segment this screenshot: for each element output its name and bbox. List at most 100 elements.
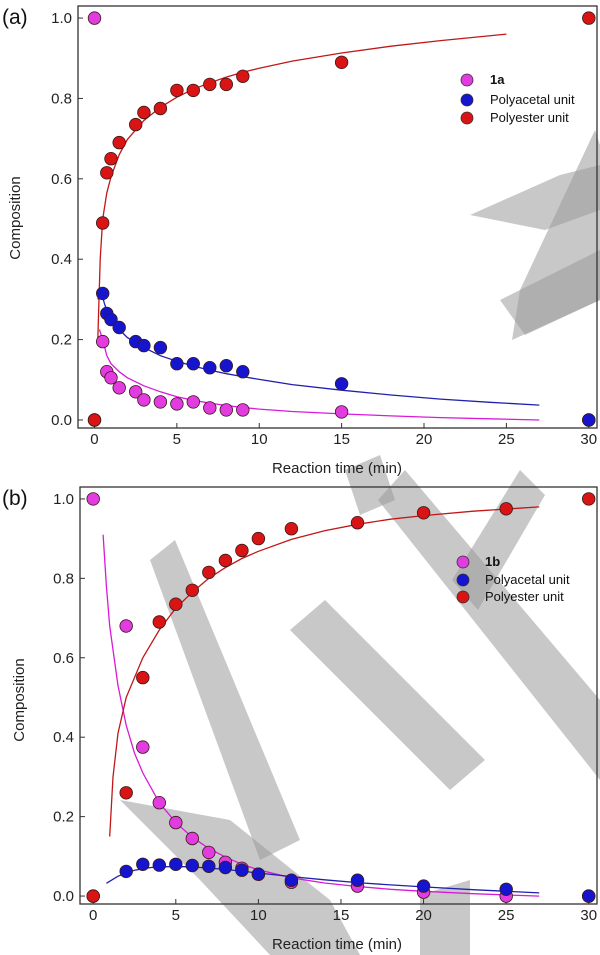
panel-a-data-points <box>87 11 596 427</box>
data-point-polyacetal-unit <box>104 312 118 327</box>
data-point-polyester-unit <box>499 502 513 516</box>
y-tick-label: 0.4 <box>51 251 72 268</box>
panel-b-label: (b) <box>2 487 28 510</box>
y-tick-label: 0.2 <box>51 332 72 349</box>
fit-curve-polyester-unit <box>109 506 540 837</box>
x-tick-label: 30 <box>580 431 597 448</box>
data-point-1a <box>104 371 118 385</box>
data-point-1a <box>219 403 234 417</box>
data-point-1a <box>203 401 217 415</box>
data-point-polyester-unit <box>137 105 151 120</box>
data-point-polyacetal-unit <box>112 320 126 335</box>
panel-a-fit-curves <box>97 33 540 421</box>
data-point-polyacetal-unit <box>185 858 200 873</box>
data-point-1b <box>152 796 167 810</box>
data-point-polyacetal-unit <box>137 338 151 353</box>
x-tick-label: 20 <box>415 907 432 924</box>
data-point-1a <box>236 403 250 417</box>
x-tick-label: 15 <box>333 907 350 924</box>
legend-marker-polyester <box>456 590 470 604</box>
data-point-polyester-unit <box>582 492 596 506</box>
panel-b-x-axis-label: Reaction time (min) <box>272 936 402 953</box>
y-tick-label: 0.8 <box>51 90 72 107</box>
legend-marker-1b <box>456 555 470 569</box>
data-point-polyester-unit <box>153 101 168 116</box>
data-point-polyester-unit <box>170 83 184 98</box>
data-point-polyester-unit <box>350 516 365 530</box>
legend-marker-polyester <box>460 111 474 125</box>
data-point-polyester-unit <box>152 615 167 629</box>
data-point-polyester-unit <box>185 583 200 598</box>
data-point-polyacetal-unit <box>582 889 596 903</box>
data-point-polyester-unit <box>218 553 233 568</box>
y-tick-label: 1.0 <box>53 491 74 508</box>
data-point-1b <box>185 831 200 846</box>
data-point-1a <box>95 334 110 349</box>
legend-label-1b: 1b <box>485 554 500 569</box>
legend-label-polyester: Polyester unit <box>490 110 569 125</box>
data-point-polyacetal-unit <box>152 858 167 872</box>
data-point-polyester-unit <box>202 565 216 580</box>
legend-marker-polyacetal <box>456 573 470 587</box>
data-point-polyester-unit <box>112 135 126 150</box>
data-point-1a <box>128 385 143 399</box>
legend-label-polyacetal: Polyacetal unit <box>490 92 575 107</box>
x-tick-label: 25 <box>498 431 515 448</box>
data-point-polyester-unit <box>219 77 234 92</box>
x-tick-label: 0 <box>90 431 98 448</box>
data-point-polyacetal-unit <box>251 867 266 881</box>
panel-a: (a) 0 5 10 15 20 25 30 0.0 0.2 0.4 0.6 0.8 1.0 React… <box>2 5 598 477</box>
watermark-logo <box>120 130 600 955</box>
y-tick-label: 1.0 <box>51 10 72 27</box>
data-point-1b <box>169 815 183 830</box>
data-point-polyacetal-unit <box>350 873 365 887</box>
fit-curve-1a <box>98 329 540 421</box>
data-point-polyacetal-unit <box>203 361 217 375</box>
data-point-polyester-unit <box>100 166 114 180</box>
data-point-polyester-unit <box>128 117 143 132</box>
data-point-1b <box>202 845 216 860</box>
data-point-polyacetal-unit <box>136 857 150 872</box>
x-tick-label: 5 <box>173 431 181 448</box>
data-point-polyester-unit <box>284 522 299 536</box>
data-point-polyester-unit <box>236 69 250 84</box>
y-tick-label: 0.6 <box>53 650 74 667</box>
data-point-polyester-unit <box>86 889 100 903</box>
data-point-polyester-unit <box>186 83 201 98</box>
data-point-1b <box>136 740 150 754</box>
x-tick-label: 30 <box>580 907 597 924</box>
x-tick-label: 15 <box>333 431 350 448</box>
x-tick-label: 25 <box>498 907 515 924</box>
data-point-polyacetal-unit <box>416 879 431 893</box>
data-point-polyester-unit <box>95 216 110 230</box>
data-point-polyacetal-unit <box>202 859 216 874</box>
data-point-polyester-unit <box>235 543 249 558</box>
y-tick-label: 0.6 <box>51 171 72 188</box>
data-point-polyacetal-unit <box>219 359 234 373</box>
data-point-polyacetal-unit <box>119 864 133 879</box>
data-point-polyacetal-unit <box>95 286 110 301</box>
data-point-polyacetal-unit <box>169 857 183 872</box>
y-tick-label: 0.8 <box>53 570 74 587</box>
legend-marker-1a <box>460 73 474 87</box>
panel-a-label: (a) <box>2 6 28 29</box>
data-point-polyester-unit <box>582 11 596 25</box>
data-point-polyacetal-unit <box>235 863 249 877</box>
panel-a-ticks: 0 5 10 15 20 25 30 0.0 0.2 0.4 0.6 0.8 1.0 <box>51 10 597 448</box>
legend-label-1a: 1a <box>490 72 505 87</box>
data-point-1a <box>87 11 102 25</box>
data-point-polyester-unit <box>203 77 217 92</box>
x-tick-label: 10 <box>251 431 268 448</box>
x-tick-label: 5 <box>172 907 180 924</box>
y-tick-label: 0.2 <box>53 809 74 826</box>
panel-a-legend: 1a Polyacetal unit Polyester unit <box>460 72 575 125</box>
panel-b-ticks: 0 5 10 15 20 25 30 0.0 0.2 0.4 0.6 0.8 1.0 <box>53 491 597 924</box>
data-point-1a <box>186 395 201 409</box>
panel-b-y-axis-label: Composition <box>11 658 28 741</box>
panel-b-data-points <box>86 492 596 903</box>
data-point-polyacetal-unit <box>284 873 299 887</box>
data-point-polyester-unit <box>87 413 102 427</box>
data-point-1a <box>153 395 168 409</box>
y-tick-label: 0.0 <box>53 888 74 905</box>
